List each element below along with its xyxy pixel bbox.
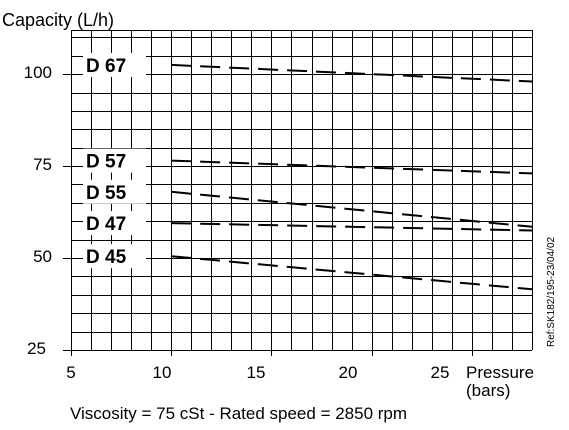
x-axis-title: Pressure: [466, 363, 534, 382]
y-tick-label: 25: [27, 339, 46, 358]
series-label-d-55: D 55: [86, 183, 127, 204]
chart-footnote: Viscosity = 75 cSt - Rated speed = 2850 …: [70, 404, 407, 423]
series-label-d-57: D 57: [86, 152, 126, 173]
x-axis-unit: (bars): [466, 381, 510, 400]
series-label-d-47: D 47: [86, 214, 126, 235]
y-tick-label: 100: [24, 63, 52, 82]
y-tick-label: 75: [33, 155, 52, 174]
x-tick-label: 25: [431, 363, 450, 382]
x-tick-label: 10: [153, 363, 172, 382]
y-axis-title: Capacity (L/h): [2, 10, 114, 30]
series-labels: D 67 D 57 D 55 D 47 D 45: [83, 53, 146, 268]
series-line-d-45: [171, 256, 532, 289]
series-lines: [171, 65, 532, 289]
series-line-d-67: [171, 65, 532, 82]
x-tick-label: 20: [339, 363, 358, 382]
x-tick-label: 5: [66, 363, 75, 382]
reference-code: Ref:SK182/195-23/04/02: [546, 236, 557, 347]
y-tick-label: 50: [33, 247, 52, 266]
series-label-d-45: D 45: [86, 247, 127, 268]
x-tick-label: 15: [247, 363, 266, 382]
series-line-d-47: [171, 223, 532, 230]
series-label-d-67: D 67: [86, 56, 126, 77]
